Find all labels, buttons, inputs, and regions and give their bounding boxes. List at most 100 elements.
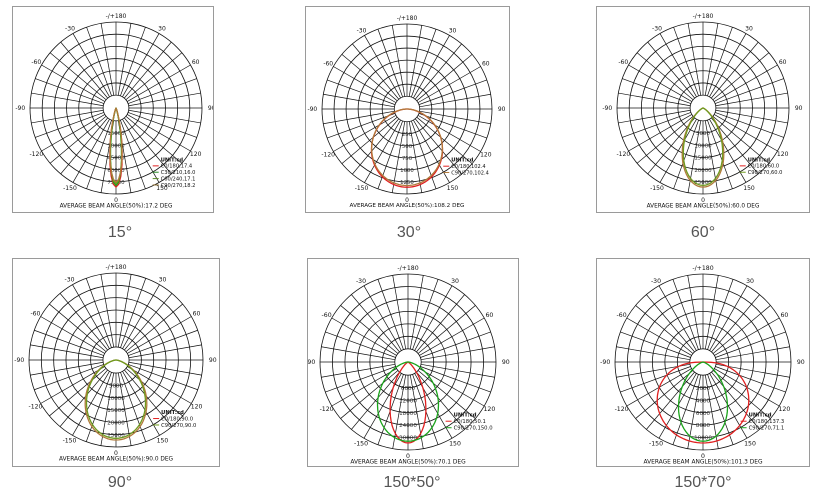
polar-spoke — [712, 370, 771, 419]
angle-label: 150 — [743, 185, 755, 192]
polar-spoke — [321, 363, 396, 378]
polar-spoke — [392, 275, 407, 350]
chart-panel-6: -/+180 150 120 90 60 30 0 -30 -60 -90 -120 -150 2000… — [596, 258, 810, 467]
ring-value-label: 24000 — [399, 423, 417, 429]
polar-spoke — [709, 285, 748, 351]
polar-spoke — [646, 371, 695, 430]
polar-spoke — [128, 329, 198, 356]
angle-label: 30 — [746, 278, 754, 285]
polar-spoke — [392, 374, 407, 449]
angle-label: 0 — [701, 453, 705, 460]
angle-label: -60 — [618, 59, 628, 66]
polar-chart-2: -/+180 150 120 90 60 30 0 -30 -60 -90 -120 -150 250 5… — [307, 15, 505, 209]
polar-spoke — [711, 41, 759, 99]
angle-label: 90 — [502, 359, 510, 366]
polar-spoke — [341, 54, 398, 102]
polar-spoke — [658, 373, 697, 439]
chart-caption-5: 150*50° — [383, 474, 441, 491]
polar-spoke — [30, 344, 104, 359]
polar-spoke — [713, 114, 778, 152]
ring-value-label: 45000 — [107, 156, 125, 162]
beam-angle-text: AVERAGE BEAM ANGLE(50%):101.3 DEG — [643, 460, 762, 466]
ring-value-label: 12000 — [399, 398, 417, 404]
polar-spoke — [417, 115, 481, 152]
ring-value-label: 250 — [402, 132, 413, 138]
angle-label: 60 — [482, 61, 490, 68]
polar-spoke — [409, 374, 424, 449]
polar-spoke — [715, 109, 788, 124]
polar-spoke — [714, 317, 780, 356]
angle-label: -90 — [14, 357, 24, 364]
ring-value-label: 10000 — [694, 143, 712, 149]
polar-spoke — [325, 366, 396, 393]
polar-spoke — [128, 109, 201, 124]
polar-spoke — [100, 372, 115, 446]
polar-spoke — [416, 54, 473, 102]
angle-label: -90 — [15, 105, 25, 112]
polar-spoke — [60, 41, 108, 99]
legend-entry: C90/270,102.4 — [451, 170, 489, 176]
legend-entry: C0/180,60.0 — [748, 164, 779, 170]
intensity-curve-1 — [389, 361, 427, 444]
angle-label: 30 — [451, 278, 459, 285]
polar-spoke — [41, 64, 106, 102]
polar-spoke — [707, 120, 733, 189]
angle-label: -150 — [355, 185, 369, 192]
polar-spoke — [707, 374, 734, 445]
polar-spoke — [707, 27, 733, 96]
polar-spoke — [419, 93, 491, 108]
chart-panel-1: -/+180 150 120 90 60 30 0 -30 -60 -90 -120 -150 1500… — [12, 6, 214, 213]
polar-spoke — [85, 372, 112, 442]
angle-label: -120 — [616, 151, 630, 158]
legend-unit: UNIT:cd — [161, 410, 184, 416]
polar-spoke — [124, 369, 173, 427]
polar-spoke — [321, 346, 396, 361]
intensity-curve-2 — [677, 361, 729, 442]
angle-label: -60 — [617, 312, 627, 319]
polar-spoke — [414, 43, 462, 100]
polar-spoke — [712, 116, 770, 164]
legend-entry: C60/240,17.1 — [161, 176, 196, 182]
angle-label: 120 — [191, 404, 203, 411]
polar-spoke — [340, 305, 399, 354]
polar-spoke — [636, 116, 694, 164]
angle-label: -/+180 — [693, 13, 714, 20]
legend-entry: C90/270,18.2 — [161, 183, 196, 189]
polar-spoke — [124, 41, 172, 99]
ring-value-label: 8000 — [696, 423, 711, 429]
polar-spoke — [34, 329, 104, 356]
polar-spoke — [72, 371, 110, 436]
chart-caption-2: 30° — [396, 224, 422, 241]
angle-label: -/+180 — [106, 13, 127, 20]
polar-spoke — [351, 294, 400, 353]
polar-spoke — [414, 118, 462, 175]
polar-spoke — [59, 293, 108, 351]
ring-value-label: 2000 — [696, 386, 711, 392]
polar-spoke — [658, 285, 697, 351]
chart-caption-4: 90° — [107, 474, 133, 491]
polar-spoke — [86, 120, 112, 189]
legend-entry: C0/180,50.1 — [454, 419, 486, 425]
angle-label: 120 — [484, 406, 496, 413]
polar-spoke — [327, 79, 396, 105]
polar-spoke — [687, 23, 702, 96]
legend-entry: C0/180,17.4 — [161, 164, 192, 170]
ring-value-label: 10000 — [107, 143, 125, 149]
polar-spoke — [31, 109, 104, 124]
polar-spoke — [711, 117, 759, 175]
polar-chart-5: -/+180 150 120 90 60 30 0 -30 -60 -90 -120 -150 6000… — [308, 265, 510, 465]
beam-angle-text: AVERAGE BEAM ANGLE(50%):90.0 DEG — [59, 456, 174, 462]
polar-spoke — [673, 120, 699, 189]
polar-spoke — [128, 344, 202, 359]
angle-label: -30 — [356, 278, 366, 285]
intensity-curve-2 — [376, 361, 440, 442]
polar-spoke — [616, 346, 691, 361]
ring-value-label: 25000 — [107, 433, 125, 439]
polar-spoke — [417, 305, 476, 354]
ring-value-label: 6000 — [696, 411, 711, 417]
polar-spoke — [31, 92, 104, 107]
polar-spoke — [128, 112, 197, 138]
polar-spoke — [391, 121, 406, 193]
polar-spoke — [659, 33, 697, 98]
angle-label: -/+180 — [105, 264, 126, 271]
